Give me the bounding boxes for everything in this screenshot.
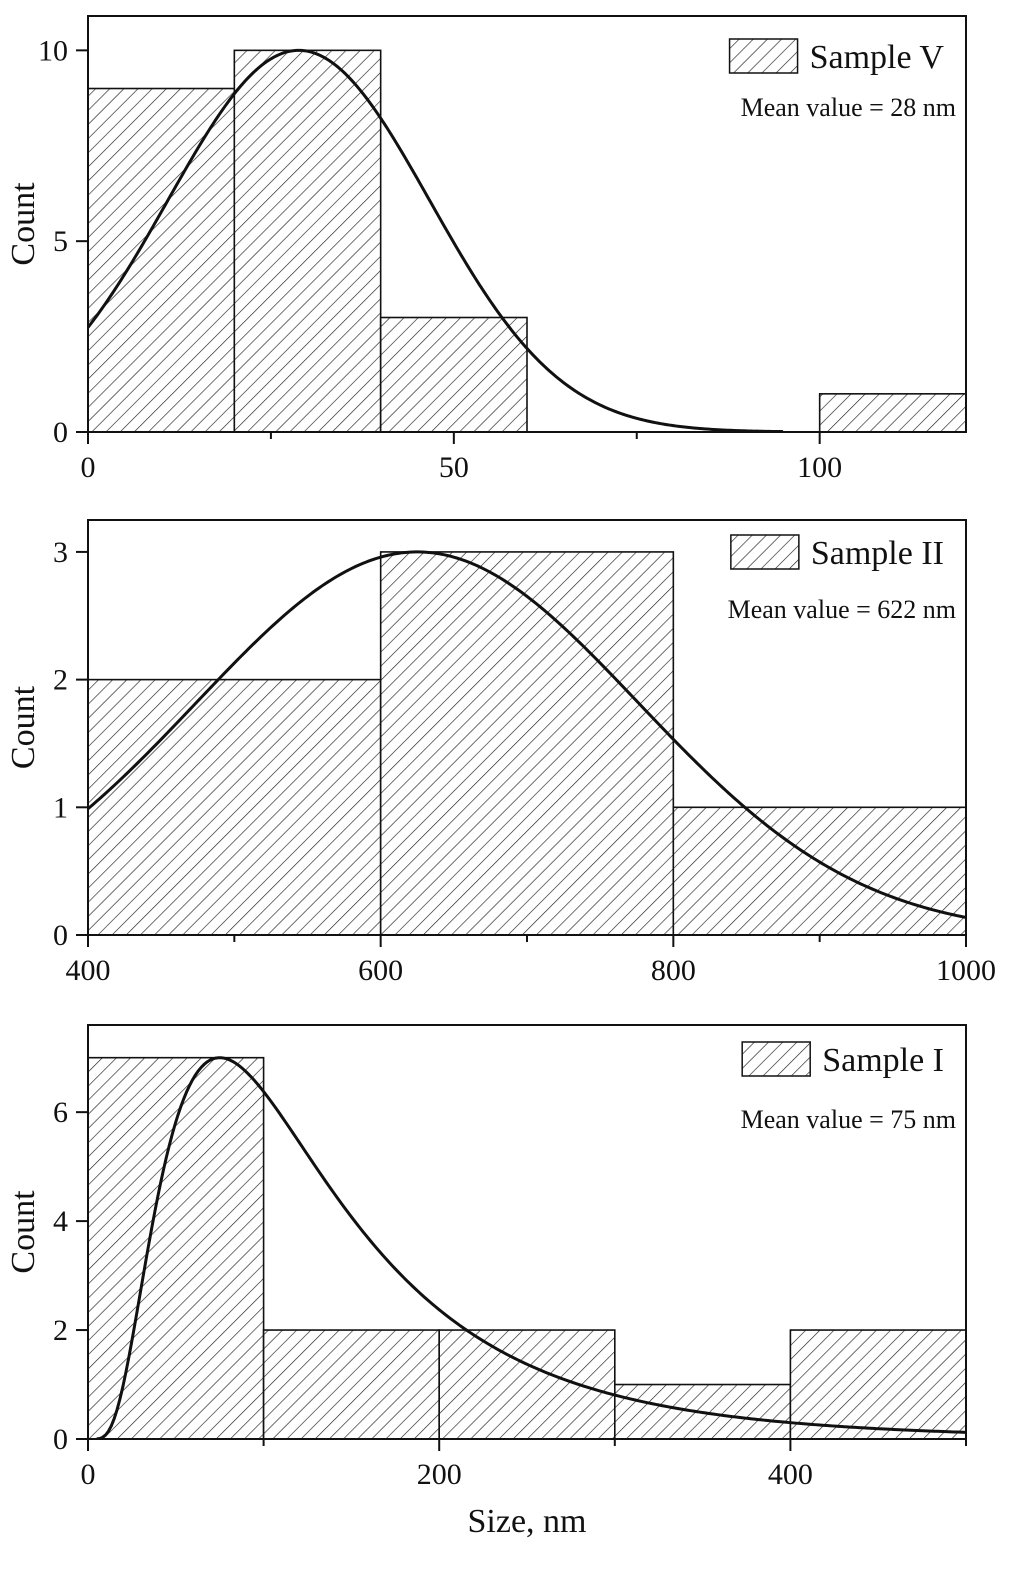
y-tick-label: 0 — [53, 919, 68, 952]
panel-sample-i: 0 200 400 0 2 4 6 Count Size, nm Sample I Mean… — [5, 1024, 967, 1540]
histogram-bar — [87, 1056, 265, 1440]
y-tick-label: 0 — [53, 1423, 68, 1456]
mean-value-annotation: Mean value = 28 nm — [741, 93, 956, 122]
mean-value-annotation: Mean value = 622 nm — [728, 595, 956, 624]
x-tick-label: 400 — [66, 954, 111, 987]
y-tick-label: 5 — [53, 225, 68, 258]
mean-value-annotation: Mean value = 75 nm — [741, 1105, 956, 1134]
y-tick-label: 3 — [53, 536, 68, 569]
x-tick-label: 800 — [651, 954, 696, 987]
y-tick-label: 0 — [53, 416, 68, 449]
y-tick-label: 2 — [53, 1314, 68, 1347]
plot-frame — [87, 1024, 967, 1440]
histogram-bar — [379, 551, 675, 936]
x-tick-label: 0 — [81, 451, 96, 484]
axis-ticks: 0 200 400 0 2 4 6 — [53, 1096, 967, 1491]
histogram-bar — [262, 1329, 441, 1440]
x-tick-label: 600 — [358, 954, 403, 987]
histogram-bar — [87, 678, 382, 936]
histogram-bar — [87, 87, 236, 433]
fit-curve — [88, 48, 784, 432]
y-axis-title: Count — [5, 685, 42, 769]
x-tick-label: 200 — [417, 1458, 462, 1491]
legend-swatch — [728, 38, 799, 74]
legend: Sample V — [728, 38, 945, 76]
panel-sample-v: 0 50 100 0 5 10 Count Sample V Mean value = 2… — [5, 15, 967, 484]
legend-swatch — [741, 1041, 811, 1077]
y-tick-label: 1 — [53, 791, 68, 824]
histogram-bar — [789, 1329, 967, 1440]
legend-label: Sample V — [810, 39, 945, 76]
y-tick-label: 10 — [38, 34, 68, 67]
histogram-bars — [87, 1056, 967, 1440]
fit-curve — [96, 1056, 966, 1439]
legend: Sample I — [741, 1041, 944, 1079]
x-axis-title: Size, nm — [468, 1503, 587, 1540]
histogram-bar — [379, 316, 528, 433]
histogram-bar — [233, 49, 382, 433]
axis-ticks: 400 600 800 1000 0 1 2 3 — [53, 536, 996, 987]
y-tick-label: 2 — [53, 664, 68, 697]
legend-swatch — [730, 534, 800, 570]
x-tick-label: 0 — [81, 1458, 96, 1491]
histogram-bar — [818, 393, 967, 433]
y-tick-label: 6 — [53, 1096, 68, 1129]
plot-frame — [87, 15, 967, 433]
histogram-bar — [672, 806, 967, 936]
x-tick-label: 400 — [768, 1458, 813, 1491]
histogram-bars — [87, 49, 967, 433]
y-tick-label: 4 — [53, 1205, 68, 1238]
y-axis-title: Count — [5, 1190, 42, 1274]
fit-curve — [88, 550, 966, 919]
legend: Sample II — [730, 534, 944, 572]
axis-ticks: 0 50 100 0 5 10 — [38, 34, 842, 484]
x-tick-label: 50 — [439, 451, 469, 484]
legend-label: Sample II — [811, 535, 944, 572]
histogram-bar — [438, 1329, 616, 1440]
y-axis-title: Count — [5, 182, 42, 266]
histogram-bars — [87, 551, 967, 936]
x-tick-label: 1000 — [936, 954, 996, 987]
panel-sample-ii: 400 600 800 1000 0 1 2 3 Count Sample II Mean v… — [5, 519, 996, 987]
x-tick-label: 100 — [797, 451, 842, 484]
legend-label: Sample I — [822, 1042, 944, 1079]
